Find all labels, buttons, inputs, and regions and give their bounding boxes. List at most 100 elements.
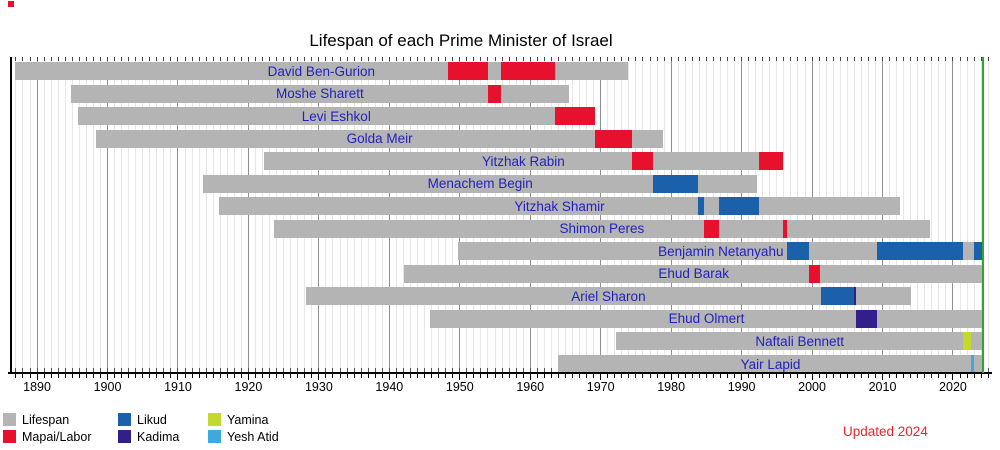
top-tick [593, 57, 595, 61]
axis-tick [755, 374, 757, 378]
pm-name-label: Yitzhak Rabin [481, 153, 565, 169]
inner-bottom-tick [473, 368, 475, 373]
top-tick [346, 57, 348, 61]
inner-bottom-tick [121, 368, 123, 373]
top-tick [917, 57, 919, 61]
axis-tick-label: 1960 [516, 380, 545, 394]
axis-tick [931, 374, 933, 378]
inner-bottom-tick [431, 368, 433, 373]
top-tick [402, 57, 404, 61]
decade-gridline [107, 57, 109, 373]
year-gridline [114, 57, 116, 373]
top-tick [417, 57, 418, 61]
axis-tick [297, 374, 299, 378]
top-tick [557, 57, 559, 61]
axis-tick [910, 374, 912, 378]
term-segment-likud [877, 242, 964, 261]
year-gridline [163, 57, 165, 373]
inner-bottom-tick [353, 368, 355, 373]
top-tick [445, 57, 447, 61]
top-tick [381, 57, 383, 61]
top-tick [29, 57, 31, 61]
axis-tick [114, 374, 116, 378]
axis-tick [734, 374, 736, 378]
legend-swatch-yesh_atid [208, 430, 221, 443]
year-gridline [931, 57, 933, 373]
top-tick [677, 57, 679, 61]
top-tick [712, 57, 714, 61]
top-tick [973, 57, 975, 61]
lifespan-bar: Yitzhak Shamir [218, 197, 901, 216]
x-axis-line [8, 372, 992, 374]
axis-tick [896, 374, 898, 378]
term-segment-likud [974, 242, 984, 261]
top-tick [614, 57, 616, 61]
axis-tick [163, 374, 165, 378]
top-tick [825, 57, 827, 61]
axis-tick [867, 374, 869, 378]
top-tick [804, 57, 806, 61]
top-tick [501, 57, 503, 61]
top-tick [276, 57, 278, 61]
lifespan-bar: Yair Lapid [557, 355, 984, 374]
top-tick [374, 57, 376, 61]
top-tick [839, 57, 841, 61]
top-tick [459, 57, 461, 61]
top-tick [283, 57, 285, 61]
year-gridline [22, 57, 24, 373]
top-tick [431, 57, 433, 61]
top-tick [135, 57, 137, 61]
inner-bottom-tick [276, 368, 278, 373]
axis-tick [254, 374, 256, 378]
inner-bottom-tick [247, 368, 249, 373]
year-gridline [99, 57, 101, 373]
axis-tick [332, 374, 334, 378]
axis-tick [882, 374, 883, 380]
top-tick [987, 57, 989, 61]
top-tick [163, 57, 165, 61]
inner-bottom-tick [318, 368, 320, 373]
axis-tick [825, 374, 827, 378]
year-gridline [184, 57, 186, 373]
inner-bottom-tick [290, 368, 292, 373]
inner-bottom-tick [466, 368, 468, 373]
inner-bottom-tick [438, 368, 440, 373]
axis-tick [515, 374, 517, 378]
year-gridline [78, 57, 80, 373]
inner-bottom-tick [297, 368, 299, 373]
inner-bottom-tick [22, 368, 24, 373]
top-tick [240, 57, 242, 61]
top-tick [198, 57, 200, 61]
top-tick [642, 57, 644, 61]
axis-tick [374, 374, 376, 378]
axis-tick [628, 374, 630, 378]
year-gridline [15, 57, 17, 373]
axis-tick [226, 374, 228, 378]
axis-tick [142, 374, 144, 378]
term-segment-mapai_labor [631, 152, 654, 171]
inner-bottom-tick [219, 368, 221, 373]
axis-tick [614, 374, 616, 378]
top-tick [564, 57, 566, 61]
year-gridline [92, 57, 94, 373]
top-tick [233, 57, 235, 61]
inner-bottom-tick [417, 368, 418, 373]
top-tick [360, 57, 362, 61]
top-tick [36, 57, 38, 61]
axis-tick [656, 374, 658, 378]
inner-bottom-tick [128, 368, 130, 373]
legend-label: Kadima [137, 430, 180, 444]
update-red-marker-icon [8, 1, 14, 7]
lifespan-bar: Ariel Sharon [305, 287, 912, 306]
axis-tick [198, 374, 200, 378]
axis-tick [924, 374, 926, 378]
top-tick [92, 57, 94, 61]
term-segment-likud [697, 197, 705, 216]
axis-tick-label: 1990 [727, 380, 756, 394]
top-tick [741, 57, 743, 61]
inner-bottom-tick [381, 368, 383, 373]
inner-bottom-tick [262, 368, 264, 373]
axis-tick [684, 374, 686, 378]
top-tick [177, 57, 179, 61]
